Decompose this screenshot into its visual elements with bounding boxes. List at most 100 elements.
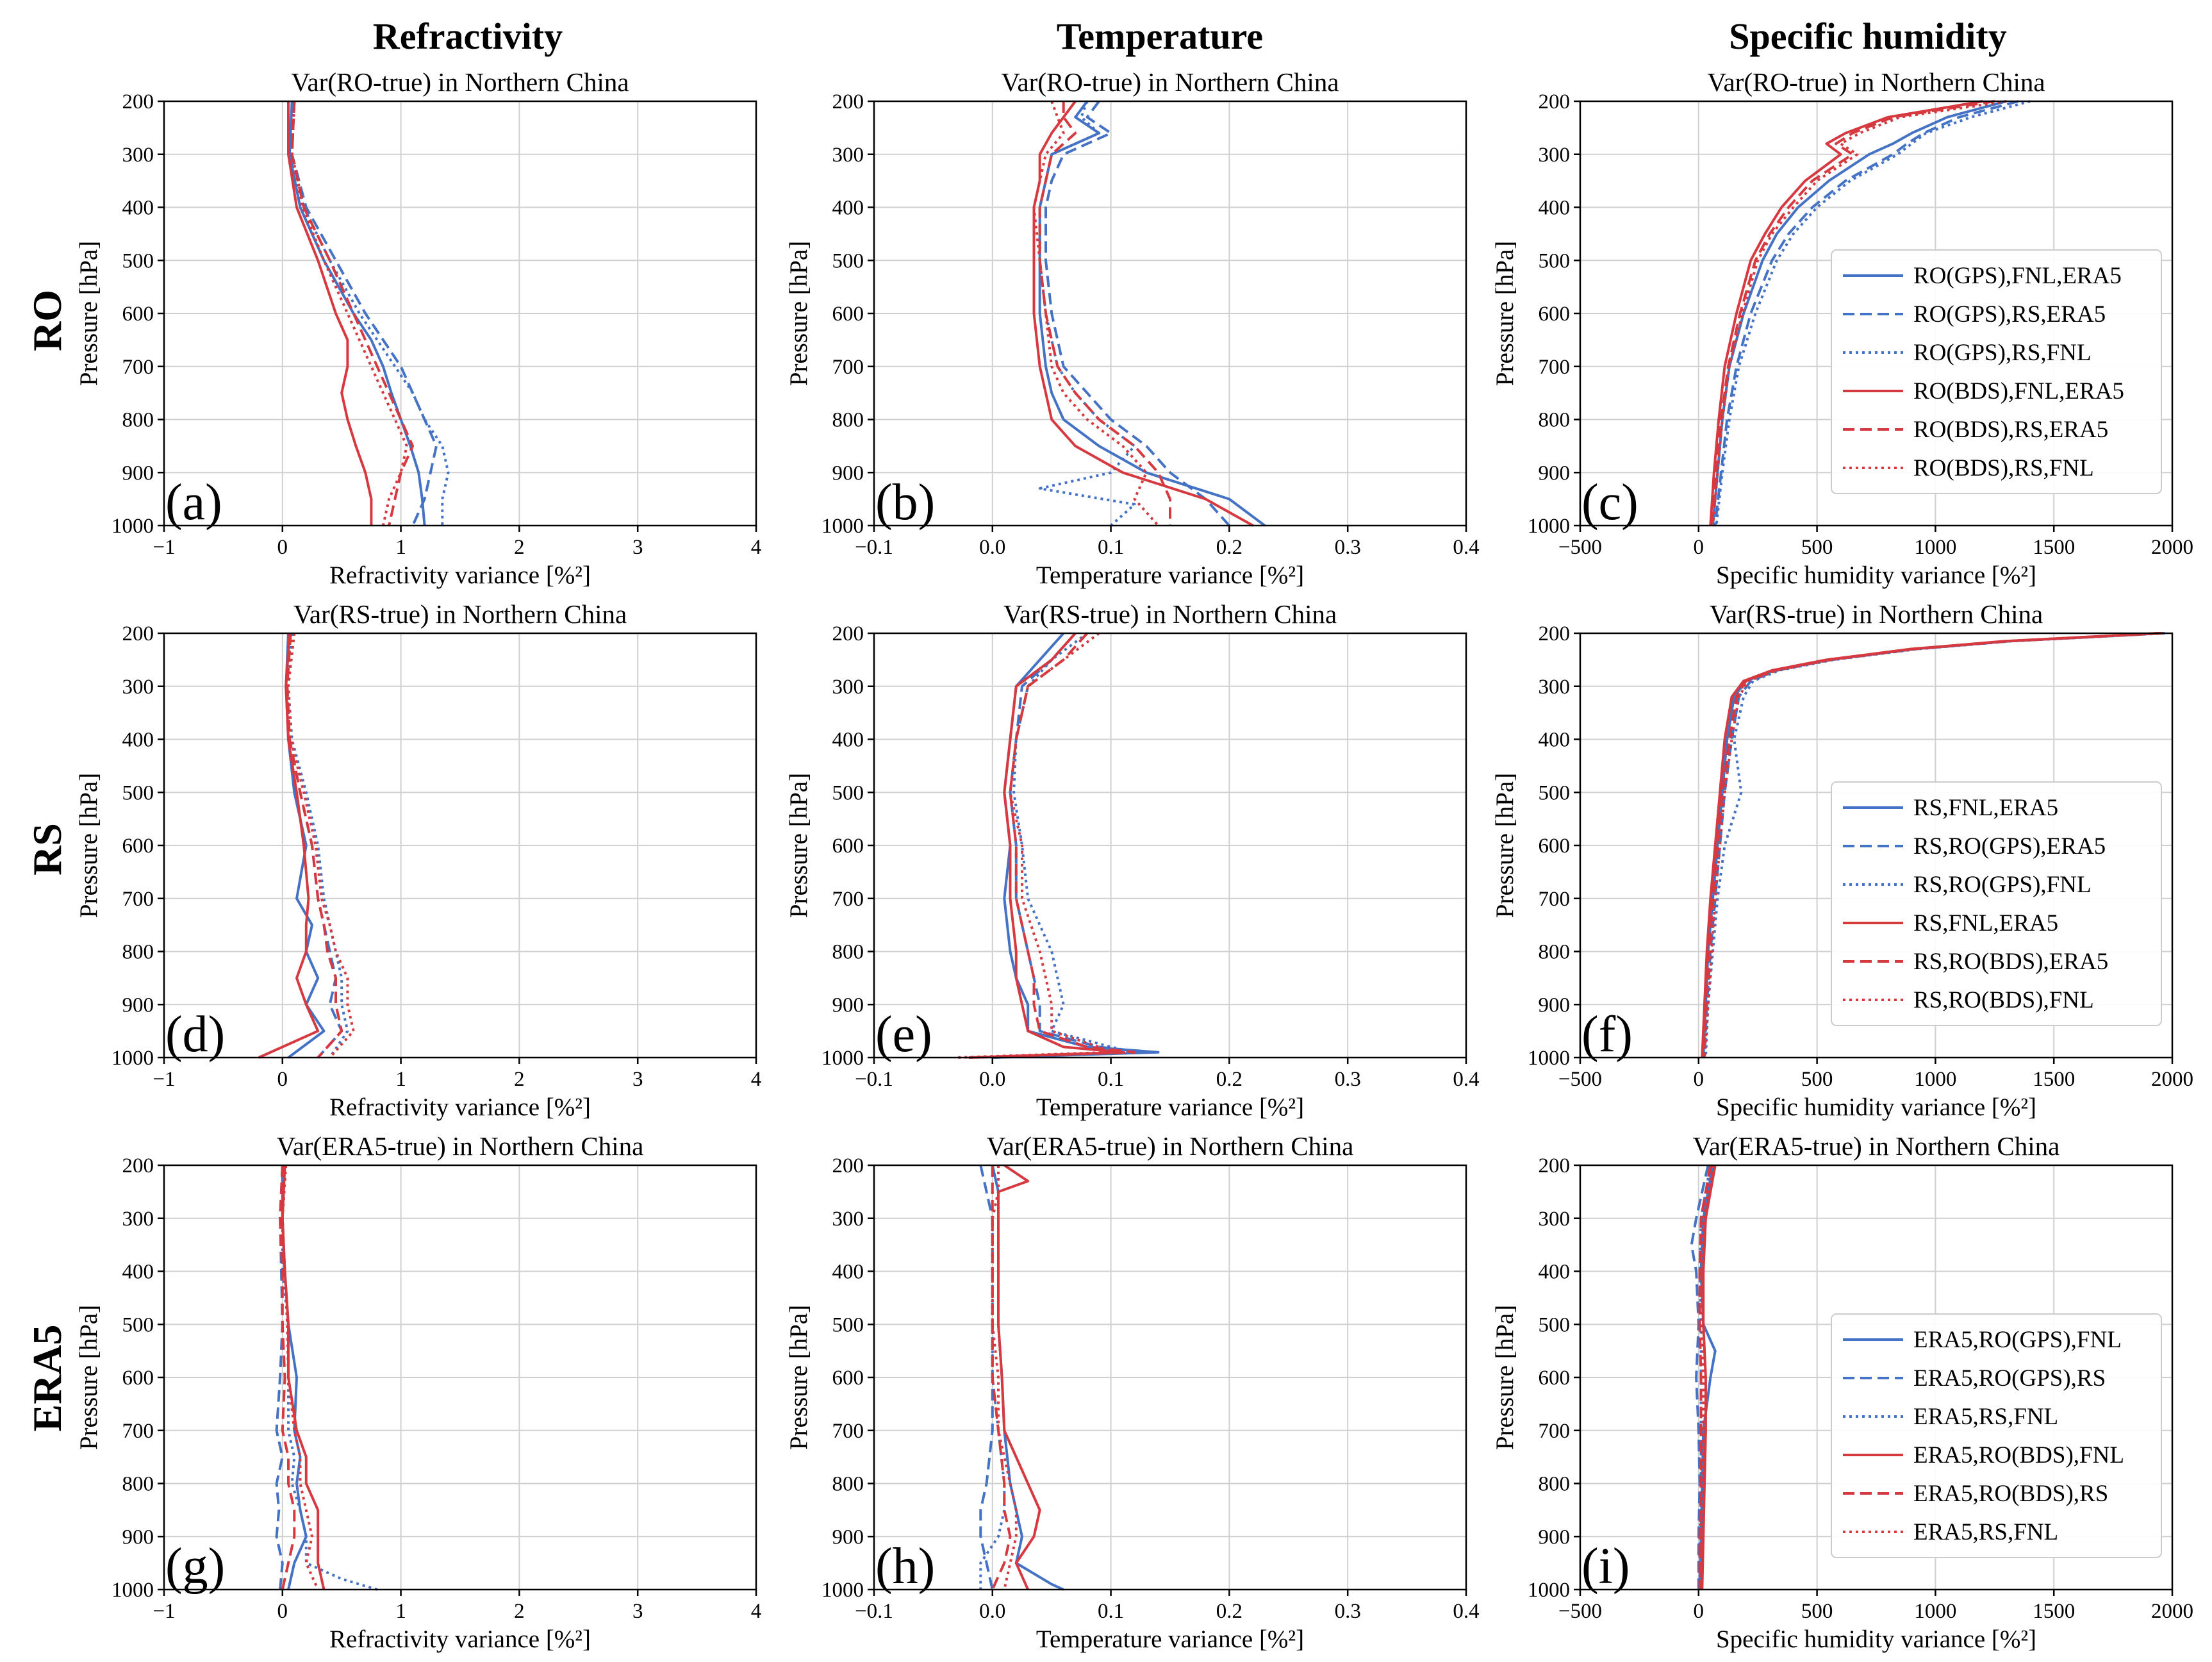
x-axis-label-c: Specific humidity variance [%²] [1716, 561, 2036, 589]
y-tick-label: 800 [122, 941, 154, 964]
y-tick-label: 400 [1539, 1261, 1571, 1284]
x-tick-label: 2 [514, 1068, 525, 1091]
x-tick-label: 500 [1801, 1068, 1833, 1091]
y-axis-label-a: Pressure [hPa] [75, 241, 103, 386]
y-tick-label: 1000 [821, 1047, 864, 1070]
y-tick-label: 200 [832, 622, 864, 645]
y-tick-label: 700 [122, 1420, 154, 1443]
series-line-g-5 [279, 1165, 296, 1590]
x-tick-label: −500 [1558, 536, 1602, 559]
panel-d: −1 0 1 2 3 4 200 300 400 500 600 700 800 900 1000 Var(R… [75, 599, 761, 1121]
x-tick-label: −0.1 [855, 1068, 893, 1091]
series-line-h-6 [991, 1165, 1018, 1590]
series-line-b-2 [1044, 100, 1230, 527]
y-tick-label: 500 [1539, 249, 1571, 272]
y-tick-label: 1000 [1528, 1047, 1570, 1070]
x-axis-label-b: Temperature variance [%²] [1036, 561, 1304, 589]
panel-letter-h: (h) [875, 1538, 935, 1595]
panel-c: −500 0 500 1000 1500 2000 200 300 400 500 600 700 80… [1491, 67, 2193, 589]
y-tick-label: 800 [122, 1473, 154, 1496]
legend-box [1831, 1313, 2162, 1558]
y-tick-label: 400 [832, 197, 864, 220]
x-axis-label-e: Temperature variance [%²] [1036, 1093, 1304, 1121]
y-tick-label: 400 [832, 1261, 864, 1284]
y-tick-label: 1000 [1528, 515, 1570, 538]
series-line-a-5 [290, 101, 415, 526]
series-line-a-3 [290, 101, 450, 526]
y-tick-label: 400 [122, 197, 154, 220]
panel-f: −500 0 500 1000 1500 2000 200 300 400 500 600 700 80… [1491, 599, 2193, 1121]
y-tick-label: 200 [122, 622, 154, 645]
legend-entry: RS,RO(BDS),ERA5 [1913, 949, 2108, 975]
y-tick-label: 600 [832, 303, 864, 326]
panel-letter-e: (e) [875, 1006, 932, 1063]
x-tick-label: −0.1 [855, 1600, 893, 1623]
x-axis-label-a: Refractivity variance [%²] [329, 561, 591, 589]
x-tick-label: −0.1 [855, 536, 893, 559]
series-line-b-4 [1032, 100, 1254, 527]
series-line-c-6 [1712, 100, 2007, 526]
x-tick-label: 0.0 [979, 536, 1005, 559]
panel-title-h: Var(ERA5-true) in Northern China [987, 1131, 1354, 1161]
legend-entry: ERA5,RO(GPS),FNL [1913, 1327, 2122, 1353]
panel-b: −0.1 0.0 0.1 0.2 0.3 0.4 200 300 400 500 600 700 800… [785, 67, 1480, 589]
legend-entry: ERA5,RO(GPS),RS [1913, 1365, 2106, 1392]
y-tick-label: 400 [1539, 729, 1571, 752]
y-axis-label-i: Pressure [hPa] [1491, 1305, 1519, 1450]
y-tick-label: 400 [122, 729, 154, 752]
panel-title-f: Var(RS-true) in Northern China [1710, 599, 2043, 629]
y-tick-label: 800 [1539, 941, 1571, 964]
panel-title-a: Var(RO-true) in Northern China [291, 67, 629, 97]
y-tick-label: 800 [122, 409, 154, 432]
y-tick-label: 500 [122, 1313, 154, 1336]
y-tick-label: 700 [1539, 356, 1571, 379]
x-tick-label: −500 [1558, 1068, 1602, 1091]
y-tick-label: 1000 [821, 515, 864, 538]
x-tick-label: −1 [153, 1600, 175, 1623]
y-tick-label: 300 [122, 676, 154, 699]
y-tick-label: 300 [1539, 1208, 1571, 1231]
y-tick-label: 600 [1539, 303, 1571, 326]
y-tick-label: 600 [1539, 835, 1571, 858]
x-tick-label: 3 [632, 536, 643, 559]
x-tick-label: 0.2 [1216, 1600, 1242, 1623]
y-axis-label-h: Pressure [hPa] [785, 1305, 813, 1450]
y-tick-label: 1000 [1528, 1579, 1570, 1602]
y-tick-label: 700 [122, 888, 154, 911]
x-tick-label: 0.0 [979, 1600, 1005, 1623]
x-tick-label: 0 [1694, 1600, 1704, 1623]
legend-entry: RS,FNL,ERA5 [1913, 910, 2058, 936]
x-tick-label: 1000 [1914, 536, 1956, 559]
series-line-a-2 [290, 101, 438, 526]
panel-title-g: Var(ERA5-true) in Northern China [277, 1131, 644, 1161]
panel-letter-a: (a) [165, 474, 222, 531]
column-title-temperature: Temperature [1057, 15, 1263, 57]
x-tick-label: 0.3 [1335, 536, 1361, 559]
x-tick-label: 3 [632, 1068, 643, 1091]
x-tick-label: 500 [1801, 536, 1833, 559]
y-tick-label: 800 [1539, 1473, 1571, 1496]
y-tick-label: 500 [832, 781, 864, 804]
y-tick-label: 300 [122, 1208, 154, 1231]
series-line-b-5 [1038, 101, 1171, 526]
legend-entry: ERA5,RO(BDS),FNL [1913, 1442, 2124, 1468]
y-tick-label: 900 [1539, 461, 1571, 485]
x-tick-label: 0 [1694, 1068, 1704, 1091]
series-line-a-1 [288, 101, 426, 526]
x-tick-label: 1000 [1914, 1600, 1956, 1623]
y-tick-label: 900 [1539, 1525, 1571, 1549]
y-tick-label: 700 [832, 1420, 864, 1443]
x-tick-label: 0.4 [1453, 536, 1479, 559]
y-tick-label: 1000 [821, 1579, 864, 1602]
y-tick-label: 700 [122, 356, 154, 379]
x-tick-label: 0.4 [1453, 1600, 1479, 1623]
y-tick-label: 400 [832, 729, 864, 752]
y-tick-label: 300 [832, 676, 864, 699]
row-label-rs: RS [24, 823, 70, 876]
row-label-ro: RO [24, 290, 70, 351]
y-axis-label-f: Pressure [hPa] [1491, 773, 1519, 918]
y-tick-label: 300 [1539, 676, 1571, 699]
series-line-g-6 [281, 1165, 320, 1590]
y-tick-label: 1000 [111, 515, 154, 538]
